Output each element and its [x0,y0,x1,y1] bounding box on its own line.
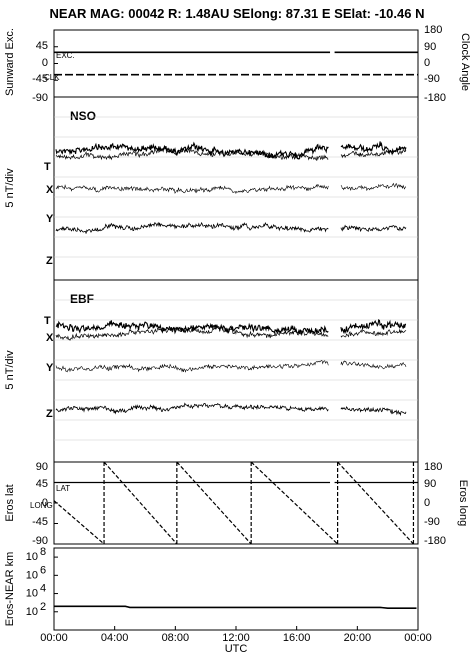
annotation-exc: EXC. [56,51,75,60]
ylabel-clock: Clock Angle [459,33,471,91]
ytick-right-label: -180 [424,535,446,547]
panel-label-ebf: EBF [70,292,94,306]
ytick-label: 90 [36,461,48,473]
trace-x [55,325,407,341]
panel-frame [53,461,419,545]
ylabel-ebf: 5 nT/div [4,350,16,390]
x-axis: UTC 00:00 04:00 08:00 12:00 16:00 20:00 00:00 [40,626,432,655]
panel-frame [53,279,419,463]
series-line-long [53,461,415,545]
ytick-label: -90 [32,92,48,104]
trace-label-z: Z [46,408,53,420]
ytick-right-label: 90 [424,41,436,53]
ytick-label: -90 [32,535,48,547]
x-tick-label: 00:00 [40,632,68,644]
x-tick-label: 16:00 [283,632,311,644]
ytick-label: 10 [26,551,38,563]
ytick-right-label: -90 [424,73,440,85]
trace-label-z: Z [46,255,53,267]
ylabel-distance: Eros-NEAR km [4,552,16,627]
annotation-long: LONG [30,501,53,510]
ytick-label: 10 [26,606,38,618]
trace-t [55,319,407,337]
annotation-lat: LAT [56,484,70,493]
panel-ebf: 5 nT/div EBF T X Y Z [4,279,419,463]
panel-nso: 5 nT/div NSO T X Y Z [4,96,419,281]
series-line-distance [54,605,417,609]
trace-label-y: Y [46,213,54,225]
ytick-exponent: 6 [40,564,46,576]
trace-label-x: X [46,332,54,344]
trace-label-t: T [44,161,51,173]
trace-t [55,141,407,160]
ytick-right-label: -90 [424,516,440,528]
panel-frame [53,29,419,98]
ytick-right-label: 90 [424,478,436,490]
trace-label-y: Y [46,362,54,374]
ytick-exponent: 8 [40,546,46,558]
x-tick-label: 00:00 [404,632,432,644]
ytick-right-label: 0 [424,57,430,69]
ylabel-eros-long: Eros long [457,480,469,526]
trace-z [55,402,407,417]
panel-eros-lat-long: Eros lat Eros long 90 45 0 -45 -90 180 9… [4,461,469,547]
chart-title: NEAR MAG: 00042 R: 1.48AU SElong: 87.31 … [50,6,425,21]
ytick-label: 45 [36,40,48,52]
ytick-right-label: -180 [424,92,446,104]
ytick-label: 0 [42,497,48,509]
trace-z [55,221,407,234]
xaxis-label: UTC [225,643,248,655]
panel-sunward-exc: Sunward Exc. Clock Angle 45 0 -45 -90 18… [4,24,471,104]
x-tick-label: 04:00 [101,632,129,644]
trace-x [55,147,407,162]
trace-label-t: T [44,315,51,327]
ytick-right-label: 0 [424,497,430,509]
ytick-right-label: 180 [424,24,442,36]
trace-y [55,182,407,194]
ylabel-sunward: Sunward Exc. [4,28,16,96]
ytick-right-label: 180 [424,461,442,473]
ytick-exponent: 2 [40,601,46,613]
ytick-exponent: 4 [40,583,46,595]
panel-frame [53,547,419,631]
x-tick-label: 20:00 [344,632,372,644]
ytick-label: 10 [26,588,38,600]
panel-label-nso: NSO [70,109,96,123]
ytick-label: 0 [42,57,48,69]
ytick-label: 10 [26,569,38,581]
ylabel-nso: 5 nT/div [4,168,16,208]
trace-y [55,360,407,373]
annotation-clk: CLK [44,73,60,82]
x-tick-label: 08:00 [162,632,190,644]
ylabel-eros-lat: Eros lat [4,484,16,521]
ytick-label: -45 [32,73,48,85]
x-tick-label: 12:00 [222,632,250,644]
ytick-label: -45 [32,516,48,528]
trace-label-x: X [46,184,54,196]
ytick-label: 45 [36,478,48,490]
